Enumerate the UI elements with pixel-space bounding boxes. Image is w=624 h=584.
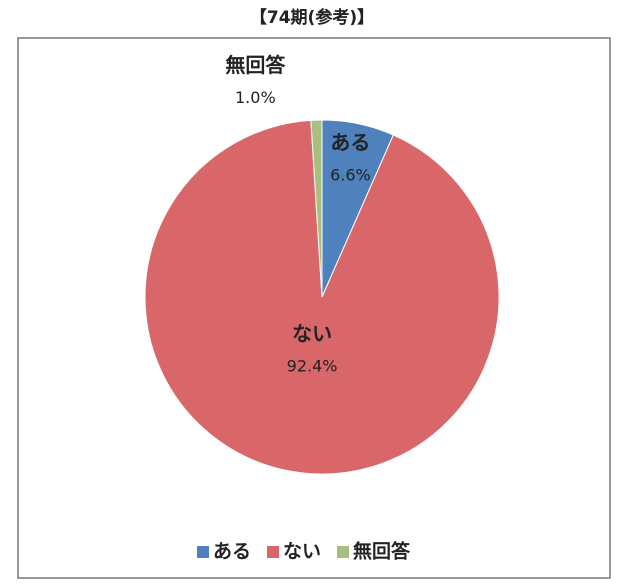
slice-label: ない [292,321,332,345]
slice-value-label: 6.6% [330,165,371,184]
chart-title: 【74期(参考)】 [250,7,374,28]
pie-slice [310,119,323,298]
slice-label: ある [330,130,370,154]
legend-swatch [267,546,279,558]
legend-label: ある [213,541,251,563]
pie-slice [144,119,500,475]
legend-label: 無回答 [353,540,411,563]
legend-swatch [197,546,209,558]
legend-label: ない [283,541,321,563]
slice-label: 無回答 [225,53,286,77]
slice-value-label: 1.0% [235,88,276,107]
slice-value-label: 92.4% [287,356,338,375]
legend-swatch [337,546,349,558]
